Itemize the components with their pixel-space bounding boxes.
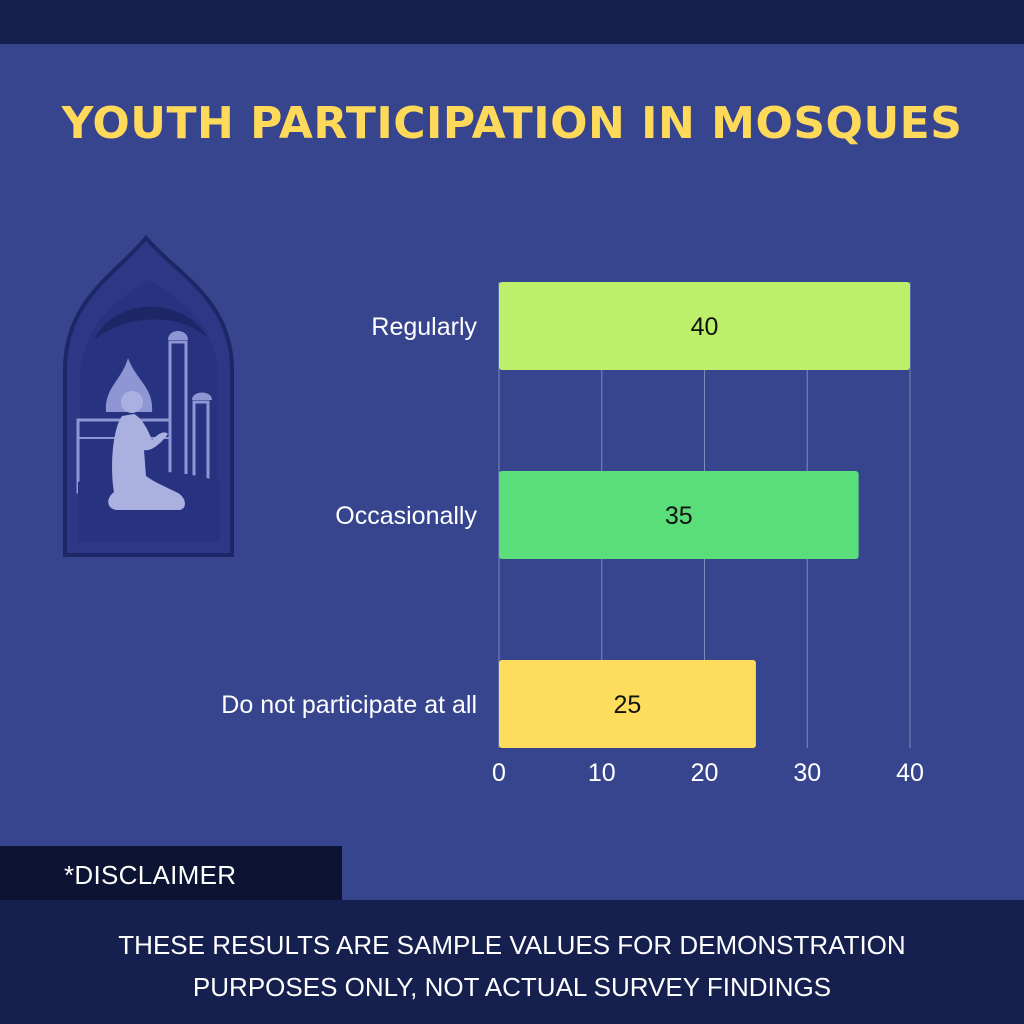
bar (499, 660, 756, 748)
bar-value-label: 40 (691, 313, 719, 341)
bar (499, 282, 910, 370)
disclaimer-line-2: PURPOSES ONLY, NOT ACTUAL SURVEY FINDING… (192, 972, 832, 1002)
footer-band (0, 900, 1024, 1024)
category-label: Regularly (371, 313, 477, 341)
praying-person-icon (108, 414, 185, 510)
bar-value-label: 35 (665, 502, 693, 530)
bar (499, 471, 859, 559)
x-tick-label: 20 (691, 759, 719, 787)
x-tick-label: 40 (896, 759, 924, 787)
chart-title: YOUTH PARTICIPATION IN MOSQUES (61, 98, 963, 149)
person-head-icon (121, 391, 143, 413)
small-minaret-icon (192, 392, 212, 400)
disclaimer-line-1: THESE RESULTS ARE SAMPLE VALUES FOR DEMO… (118, 930, 906, 960)
bar-value-label: 25 (614, 691, 642, 719)
x-tick-label: 30 (793, 759, 821, 787)
crescent-icon (94, 306, 208, 340)
prayer-illustration-icon (63, 234, 234, 557)
top-band (0, 0, 1024, 44)
disclaimer-text: THESE RESULTS ARE SAMPLE VALUES FOR DEMO… (40, 924, 984, 1008)
x-tick-label: 10 (588, 759, 616, 787)
category-label: Occasionally (335, 502, 477, 530)
disclaimer-tab (0, 846, 342, 904)
minaret-dome-icon (168, 331, 188, 340)
x-tick-label: 0 (492, 759, 506, 787)
category-label: Do not participate at all (221, 691, 477, 719)
disclaimer-label: *DISCLAIMER (64, 860, 237, 890)
